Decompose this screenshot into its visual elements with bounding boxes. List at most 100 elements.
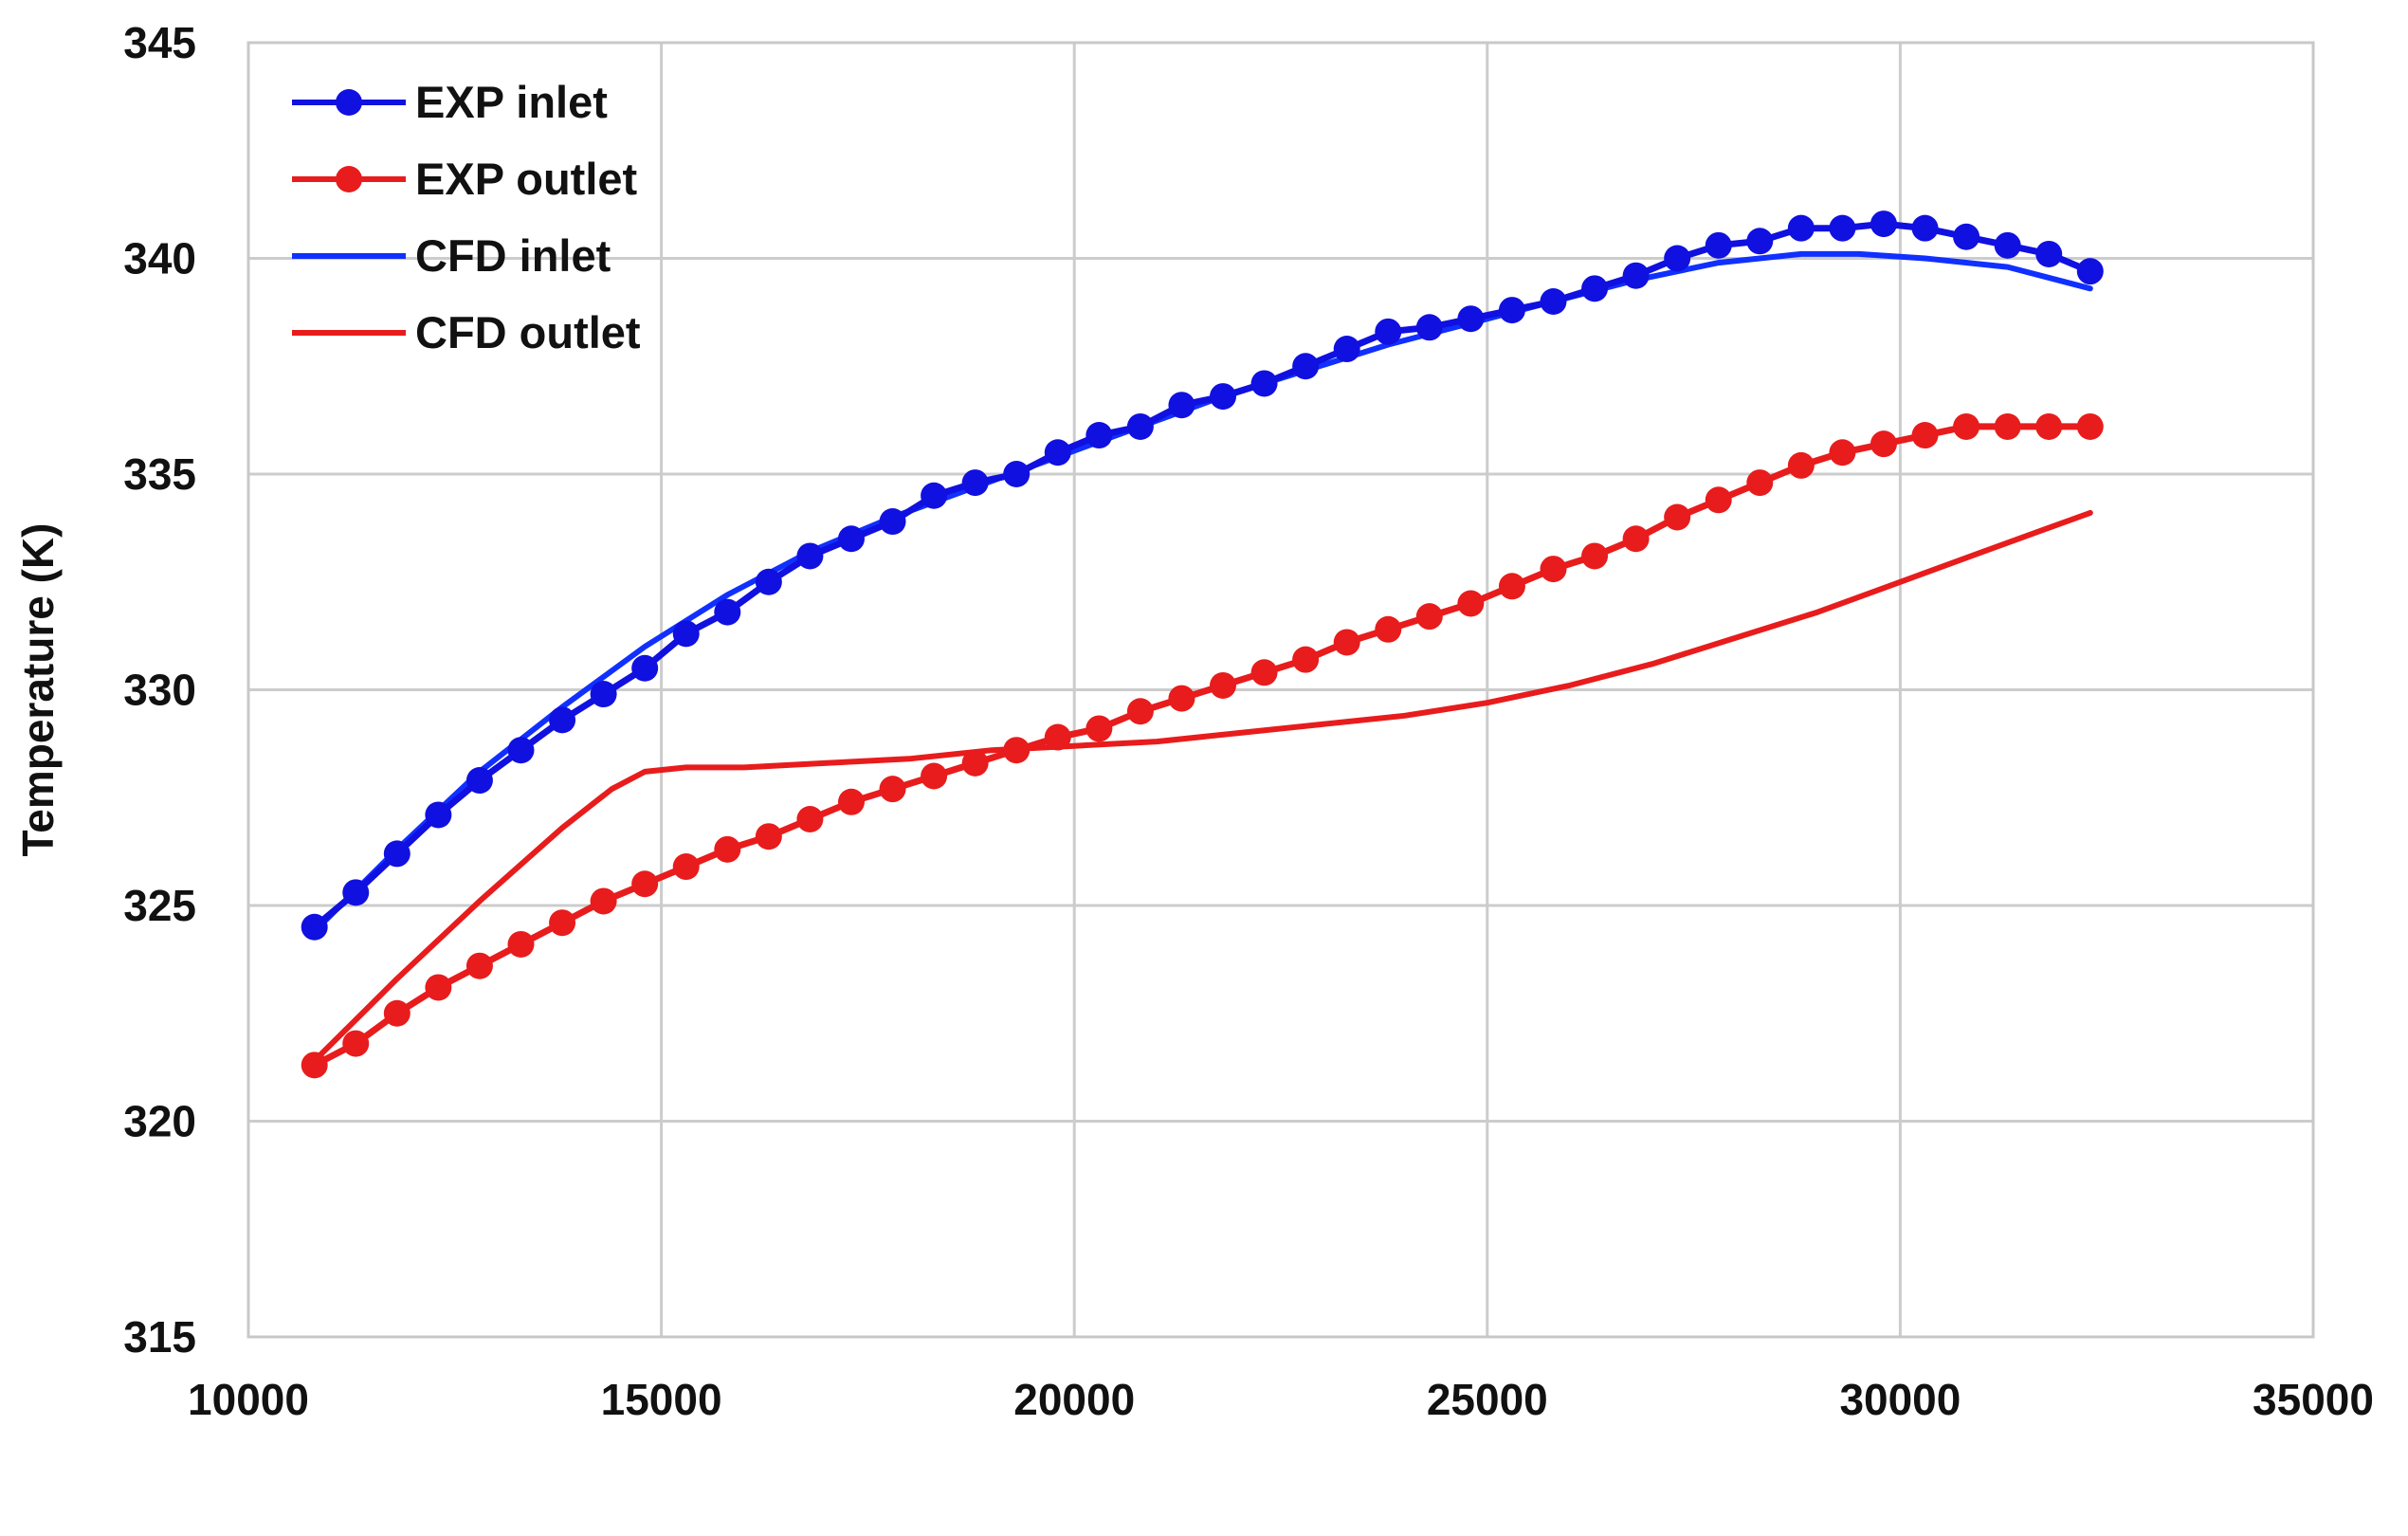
data-point-exp-inlet: [1540, 288, 1567, 315]
data-point-exp-outlet: [1829, 439, 1856, 466]
data-point-exp-inlet: [1787, 214, 1815, 242]
data-point-exp-inlet: [2035, 240, 2063, 267]
series-exp-inlet: [301, 210, 2104, 941]
data-point-exp-inlet: [714, 598, 741, 626]
data-point-exp-inlet: [1168, 392, 1195, 419]
data-point-exp-inlet: [1994, 231, 2021, 259]
data-point-exp-inlet: [1498, 297, 1525, 324]
legend-label-cfd-inlet: CFD inlet: [415, 230, 611, 281]
y-tick-label: 315: [123, 1312, 196, 1362]
data-point-exp-inlet: [1953, 223, 1980, 250]
data-point-exp-outlet: [1210, 671, 1237, 699]
data-point-exp-outlet: [837, 788, 865, 815]
x-tick-label: 10000: [188, 1375, 309, 1424]
data-point-exp-outlet: [425, 974, 452, 1001]
data-point-exp-outlet: [631, 870, 659, 898]
data-point-exp-inlet: [1664, 245, 1691, 272]
data-point-exp-outlet: [1375, 615, 1402, 643]
data-point-exp-outlet: [1250, 659, 1278, 686]
data-point-exp-inlet: [961, 469, 989, 497]
y-tick-label: 330: [123, 666, 196, 715]
y-tick-label: 325: [123, 881, 196, 930]
data-point-exp-outlet: [1705, 486, 1732, 514]
data-point-exp-outlet: [1044, 723, 1071, 751]
data-point-exp-outlet: [1457, 590, 1485, 617]
data-point-exp-outlet: [1746, 469, 1774, 497]
data-point-exp-outlet: [549, 909, 576, 937]
data-point-exp-outlet: [1003, 737, 1031, 764]
data-point-exp-outlet: [1498, 573, 1525, 600]
y-tick-label: 340: [123, 234, 196, 283]
data-point-exp-outlet: [1292, 646, 1320, 673]
data-point-exp-outlet: [961, 749, 989, 777]
legend-label-cfd-outlet: CFD outlet: [415, 307, 641, 357]
legend-marker-exp-inlet: [336, 89, 362, 116]
data-point-exp-inlet: [879, 508, 906, 536]
y-axis-label: Temperature (K): [13, 523, 63, 857]
legend-item-cfd-inlet: CFD inlet: [292, 230, 611, 281]
data-point-exp-outlet: [1126, 698, 1154, 725]
data-point-exp-inlet: [590, 681, 617, 708]
data-point-exp-outlet: [1085, 715, 1113, 742]
x-tick-label: 30000: [1839, 1375, 1961, 1424]
data-point-exp-outlet: [383, 999, 410, 1027]
data-point-exp-outlet: [2035, 412, 2063, 440]
data-point-exp-inlet: [1911, 214, 1939, 242]
data-point-exp-inlet: [1870, 210, 1897, 238]
data-point-exp-outlet: [921, 762, 948, 790]
series-exp-outlet: [301, 412, 2104, 1079]
data-point-exp-inlet: [921, 482, 948, 509]
data-point-exp-outlet: [1581, 542, 1609, 570]
data-point-exp-outlet: [465, 952, 493, 979]
legend-item-exp-outlet: EXP outlet: [292, 154, 638, 204]
legend-label-exp-outlet: EXP outlet: [415, 154, 638, 204]
data-point-exp-inlet: [1044, 439, 1071, 466]
data-point-exp-outlet: [1787, 451, 1815, 479]
x-axis-ticks: 10000 15000 20000 25000 30000 35000: [188, 1375, 2374, 1424]
data-point-exp-outlet: [1333, 629, 1360, 656]
data-point-exp-outlet: [1168, 685, 1195, 712]
data-point-exp-inlet: [1250, 370, 1278, 397]
data-point-exp-outlet: [1664, 503, 1691, 531]
data-point-exp-outlet: [1994, 412, 2021, 440]
data-point-exp-inlet: [1415, 314, 1443, 341]
data-point-exp-outlet: [1540, 556, 1567, 583]
data-point-exp-inlet: [1210, 383, 1237, 411]
data-point-exp-inlet: [1292, 353, 1320, 380]
y-tick-label: 320: [123, 1097, 196, 1146]
data-point-exp-inlet: [631, 654, 659, 682]
data-point-exp-inlet: [1457, 305, 1485, 333]
series-line-cfd-outlet: [311, 509, 2093, 1064]
data-point-exp-outlet: [672, 853, 700, 881]
data-point-exp-inlet: [796, 542, 824, 570]
data-point-exp-outlet: [714, 835, 741, 863]
data-point-exp-outlet: [342, 1030, 370, 1057]
y-axis-ticks: 315 320 325 330 335 340 345: [123, 18, 196, 1362]
data-point-exp-inlet: [1622, 262, 1650, 289]
y-tick-label: 345: [123, 18, 196, 67]
data-point-exp-outlet: [796, 806, 824, 832]
data-point-exp-inlet: [672, 620, 700, 648]
x-tick-label: 15000: [601, 1375, 722, 1424]
data-point-exp-inlet: [425, 801, 452, 829]
data-point-exp-outlet: [1953, 412, 1980, 440]
data-point-exp-inlet: [2076, 258, 2104, 285]
legend-item-cfd-outlet: CFD outlet: [292, 307, 641, 357]
legend-label-exp-inlet: EXP inlet: [415, 77, 608, 127]
legend-item-exp-inlet: EXP inlet: [292, 77, 608, 127]
data-point-exp-inlet: [549, 706, 576, 734]
data-point-exp-inlet: [1829, 214, 1856, 242]
data-point-exp-outlet: [1870, 430, 1897, 458]
series-cfd-outlet: [311, 509, 2093, 1064]
data-point-exp-outlet: [1415, 603, 1443, 631]
data-point-exp-outlet: [1622, 525, 1650, 553]
data-point-exp-outlet: [755, 823, 782, 850]
data-point-exp-outlet: [879, 776, 906, 803]
data-point-exp-inlet: [1375, 318, 1402, 345]
data-point-exp-inlet: [1333, 336, 1360, 363]
data-point-exp-outlet: [301, 1051, 328, 1079]
data-point-exp-inlet: [301, 913, 328, 941]
x-tick-label: 35000: [2253, 1375, 2374, 1424]
data-point-exp-outlet: [590, 887, 617, 915]
